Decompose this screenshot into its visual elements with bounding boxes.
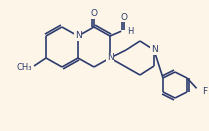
Text: F: F <box>202 88 207 97</box>
Text: N: N <box>151 45 157 54</box>
Text: O: O <box>121 12 127 21</box>
Text: O: O <box>90 10 98 18</box>
Text: H: H <box>127 26 133 36</box>
Text: CH₃: CH₃ <box>17 62 32 72</box>
Text: N: N <box>75 31 81 40</box>
Text: N: N <box>107 53 113 62</box>
